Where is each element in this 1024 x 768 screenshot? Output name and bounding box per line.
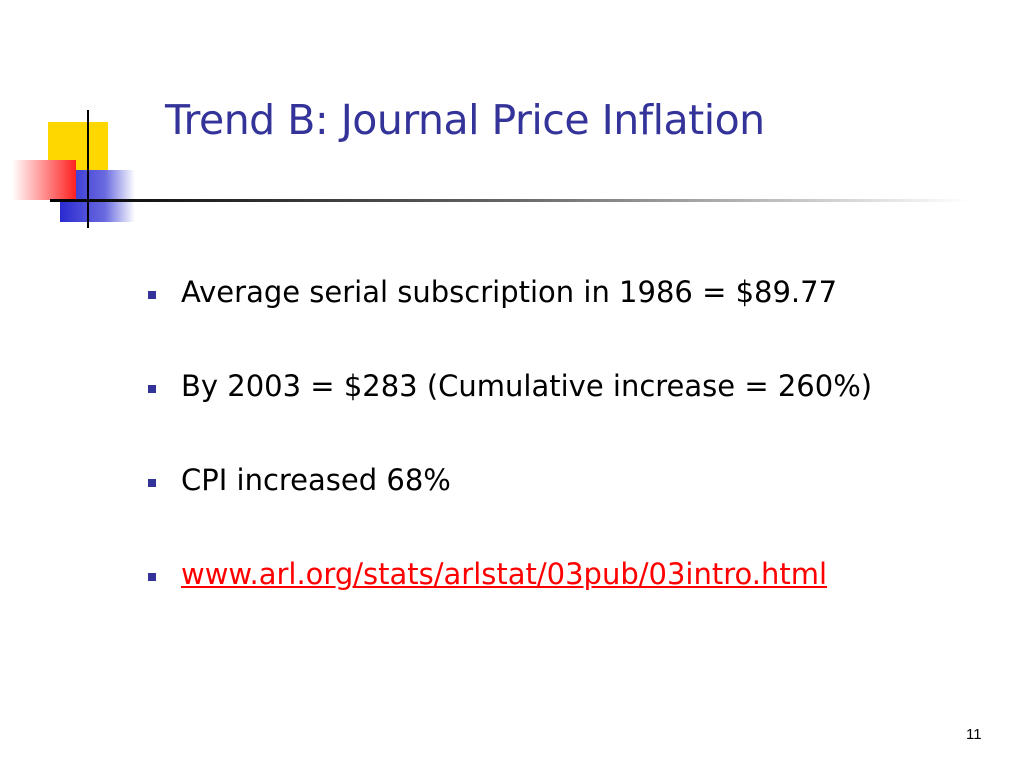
red-square [12,160,76,200]
title: Trend B: Journal Price Inflation [165,96,765,144]
horizontal-rule [50,199,970,202]
slide-number: 11 [966,726,982,743]
bullet: By 2003 = $283 (Cumulative increase = 26… [148,370,881,403]
bullet-list: Average serial subscription in 1986 = $8… [148,276,881,652]
decoration [12,110,970,228]
bullet: Average serial subscription in 1986 = $8… [148,276,881,309]
bullet: www.arl.org/stats/arlstat/03pub/03intro.… [148,558,881,591]
link[interactable]: www.arl.org/stats/arlstat/03pub/03intro.… [181,557,828,591]
bullet: CPI increased 68% [148,464,881,497]
